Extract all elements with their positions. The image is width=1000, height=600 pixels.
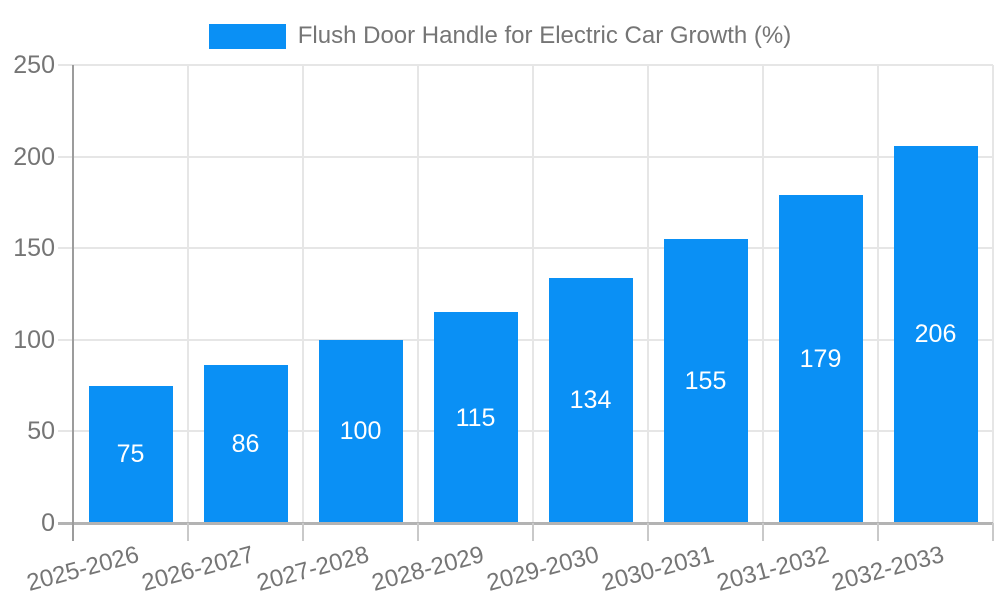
bar-value-label: 155 (684, 367, 727, 396)
bar-value-label: 206 (914, 320, 957, 349)
bar-value-label: 134 (569, 386, 612, 415)
gridline-v (532, 65, 534, 523)
y-axis-label: 100 (13, 325, 55, 354)
bar-value-label: 115 (455, 403, 496, 432)
x-axis-tick (302, 523, 304, 541)
x-axis-tick (992, 523, 994, 541)
bar-value-label: 86 (231, 430, 260, 459)
x-axis-label: 2028-2029 (368, 541, 487, 597)
gridline-v (647, 65, 649, 523)
x-axis-label: 2027-2028 (253, 541, 372, 597)
y-axis-label: 50 (27, 417, 55, 446)
x-axis-tick (877, 523, 879, 541)
gridline-v (302, 65, 304, 523)
gridline-h (58, 247, 993, 250)
x-axis-tick (762, 523, 764, 541)
y-axis-label: 200 (13, 142, 55, 171)
gridline-v (417, 65, 419, 523)
legend-label: Flush Door Handle for Electric Car Growt… (297, 22, 792, 49)
legend-swatch (208, 23, 286, 49)
bar-2031-2032[interactable] (778, 195, 863, 523)
bar-2029-2030[interactable] (548, 277, 633, 523)
x-axis-label: 2029-2030 (483, 541, 602, 597)
gridline-h (58, 430, 993, 433)
gridline-v (877, 65, 879, 523)
gridline-h (58, 64, 993, 66)
x-axis-tick (532, 523, 534, 541)
bar-2030-2031[interactable] (663, 239, 748, 523)
x-axis-label: 2025-2026 (23, 541, 142, 597)
bar-2032-2033[interactable] (893, 145, 978, 523)
x-axis-label: 2026-2027 (138, 541, 257, 597)
bar-2025-2026[interactable] (88, 385, 173, 523)
y-axis-line (72, 65, 74, 541)
gridline-v (992, 65, 994, 523)
x-axis-tick (417, 523, 419, 541)
y-axis-label: 250 (13, 51, 55, 79)
x-axis-label: 2031-2032 (713, 541, 832, 597)
gridline-v (187, 65, 189, 523)
gridline-v (762, 65, 764, 523)
x-axis-tick (647, 523, 649, 541)
bar-2026-2027[interactable] (203, 365, 288, 523)
bar-2028-2029[interactable] (433, 312, 518, 523)
bar-2027-2028[interactable] (318, 339, 403, 523)
y-axis-label: 150 (13, 234, 55, 263)
bar-value-label: 75 (116, 440, 145, 469)
x-axis-label: 2032-2033 (828, 541, 947, 597)
x-axis-line (58, 522, 993, 525)
legend: Flush Door Handle for Electric Car Growt… (0, 21, 1000, 51)
gridline-h (58, 338, 993, 341)
x-axis-tick (187, 523, 189, 541)
bar-value-label: 179 (799, 345, 842, 374)
gridline-h (58, 155, 993, 158)
bar-value-label: 100 (339, 417, 382, 446)
y-axis-label: 0 (41, 509, 55, 537)
x-axis-label: 2030-2031 (598, 541, 717, 597)
